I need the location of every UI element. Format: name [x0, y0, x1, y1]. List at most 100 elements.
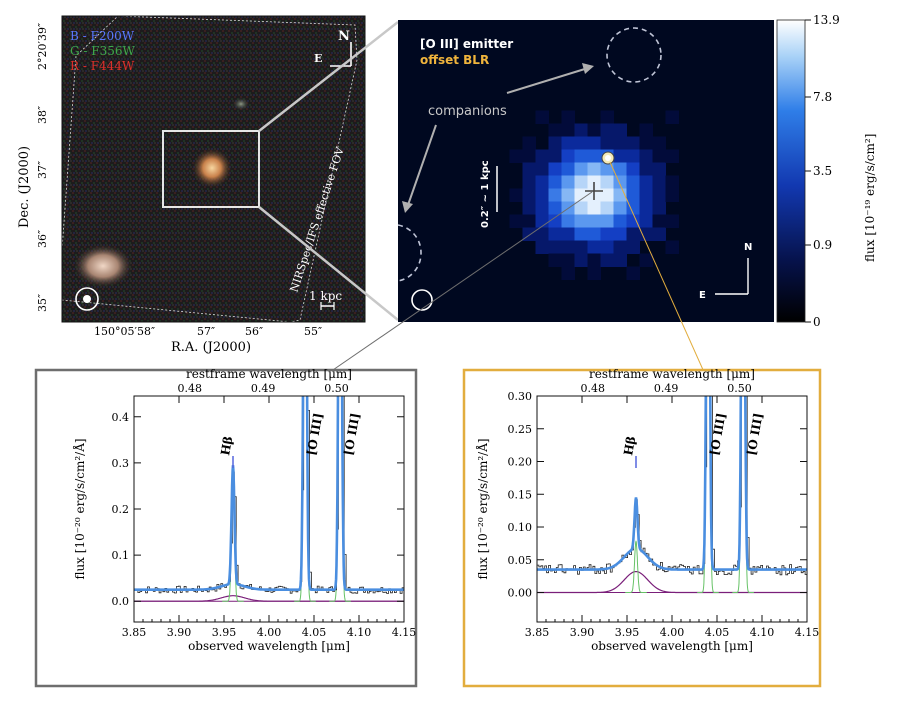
map-pixel [600, 201, 614, 215]
spectrum-blr-panel: 3.85 3.90 3.95 4.00 4.05 4.10 4.15 0.00 0.05 0.10… [462, 367, 822, 688]
x-tick-label: 4.15 [795, 626, 820, 639]
y-tick-label: 0.05 [508, 554, 533, 567]
map-pixel [652, 188, 666, 202]
map-pixel [561, 188, 575, 202]
map-pixel [587, 136, 601, 150]
colorbar-gradient [776, 19, 806, 323]
map-pixel [587, 214, 601, 228]
map-pixel [652, 201, 666, 215]
x-tick-label: 3.95 [212, 626, 237, 639]
top-tick-label: 0.49 [251, 382, 276, 395]
map-pixel [626, 188, 640, 202]
map-pixel [665, 110, 679, 124]
map-pixel [574, 201, 588, 215]
rgb-scale-label: 1 kpc [309, 289, 342, 303]
map-pixel [548, 149, 562, 163]
map-pixel [548, 188, 562, 202]
map-pixel [600, 110, 614, 124]
map-pixel [535, 201, 549, 215]
map-pixel [561, 227, 575, 241]
colorbar-tick: 7.8 [813, 90, 832, 104]
map-pixel [626, 201, 640, 215]
map-pixel [561, 266, 575, 280]
spectrum-plot-area [134, 396, 404, 602]
map-compass: N E [699, 242, 752, 301]
map-pixel [561, 214, 575, 228]
map-pixel [522, 162, 536, 176]
emission-line-label: Hβ [218, 435, 235, 456]
model-fit [537, 396, 807, 571]
map-pixel [548, 240, 562, 254]
emitter-cross [585, 182, 603, 200]
y-tick-label: 0.20 [508, 456, 533, 469]
map-pixel [639, 227, 653, 241]
map-pixel [587, 123, 601, 137]
companion-circle-1 [606, 27, 662, 83]
broad-component [134, 595, 404, 602]
top-tick-label: 0.49 [654, 382, 679, 395]
ra-tick: 57″ [197, 325, 215, 338]
map-pixel [600, 240, 614, 254]
x-tick-label: 4.10 [750, 626, 775, 639]
map-pixel [613, 136, 627, 150]
map-pixel [535, 214, 549, 228]
narrow-component [329, 396, 351, 602]
map-pixel [626, 136, 640, 150]
y-tick-label: 0.10 [508, 521, 533, 534]
map-pixel [535, 175, 549, 189]
map-pixel [613, 175, 627, 189]
x-tick-label: 4.05 [705, 626, 730, 639]
ra-tick: 56″ [245, 325, 263, 338]
map-pixel [587, 162, 601, 176]
map-pixel [613, 253, 627, 267]
narrow-component [732, 396, 754, 593]
map-pixel [665, 214, 679, 228]
rgb-psf-core [83, 295, 91, 303]
top-tick-label: 0.50 [727, 382, 752, 395]
map-pixel [574, 149, 588, 163]
dec-axis-label: Dec. (J2000) [17, 146, 32, 228]
map-pixel [548, 227, 562, 241]
map-pixel [639, 136, 653, 150]
oiii-map-panel: companions [O III] emitter offset BLR 0.… [397, 20, 774, 322]
map-pixel [535, 110, 549, 124]
y-tick-label: 0.3 [112, 457, 130, 470]
map-pixel [548, 136, 562, 150]
map-pixel [587, 227, 601, 241]
map-pixel [665, 188, 679, 202]
map-pixel [509, 214, 523, 228]
map-pixel [652, 227, 666, 241]
map-pixel [574, 175, 588, 189]
map-pixel [522, 149, 536, 163]
x-tick-label: 4.00 [660, 626, 685, 639]
dec-tick: 35″ [36, 294, 49, 312]
broad-component [537, 571, 807, 594]
colorbar-tick: 3.5 [813, 164, 832, 178]
map-pixel [587, 149, 601, 163]
companion-arrowhead-1 [582, 63, 594, 74]
map-pixel [600, 162, 614, 176]
map-pixel [613, 240, 627, 254]
spectrum-plot-area [537, 396, 807, 594]
spectrum-frame [34, 368, 418, 688]
map-pixel [561, 253, 575, 267]
colorbar-tick: 0 [813, 315, 821, 329]
map-pixel [639, 162, 653, 176]
map-pixel [587, 266, 601, 280]
x-tick-label: 4.05 [302, 626, 327, 639]
map-pixel [600, 123, 614, 137]
y-tick-label: 0.0 [112, 595, 130, 608]
top-tick-label: 0.50 [324, 382, 349, 395]
y-tick-label: 0.00 [508, 587, 533, 600]
map-pixel [561, 175, 575, 189]
map-pixel [561, 110, 575, 124]
map-pixel [639, 214, 653, 228]
emitter-label: [O III] emitter [420, 37, 513, 51]
map-pixel [639, 201, 653, 215]
y-tick-label: 0.2 [112, 503, 130, 516]
map-pixel [574, 214, 588, 228]
map-pixel [548, 175, 562, 189]
companion-arrow-1 [506, 67, 589, 94]
map-pixel [639, 175, 653, 189]
top-tick-label: 0.48 [178, 382, 203, 395]
